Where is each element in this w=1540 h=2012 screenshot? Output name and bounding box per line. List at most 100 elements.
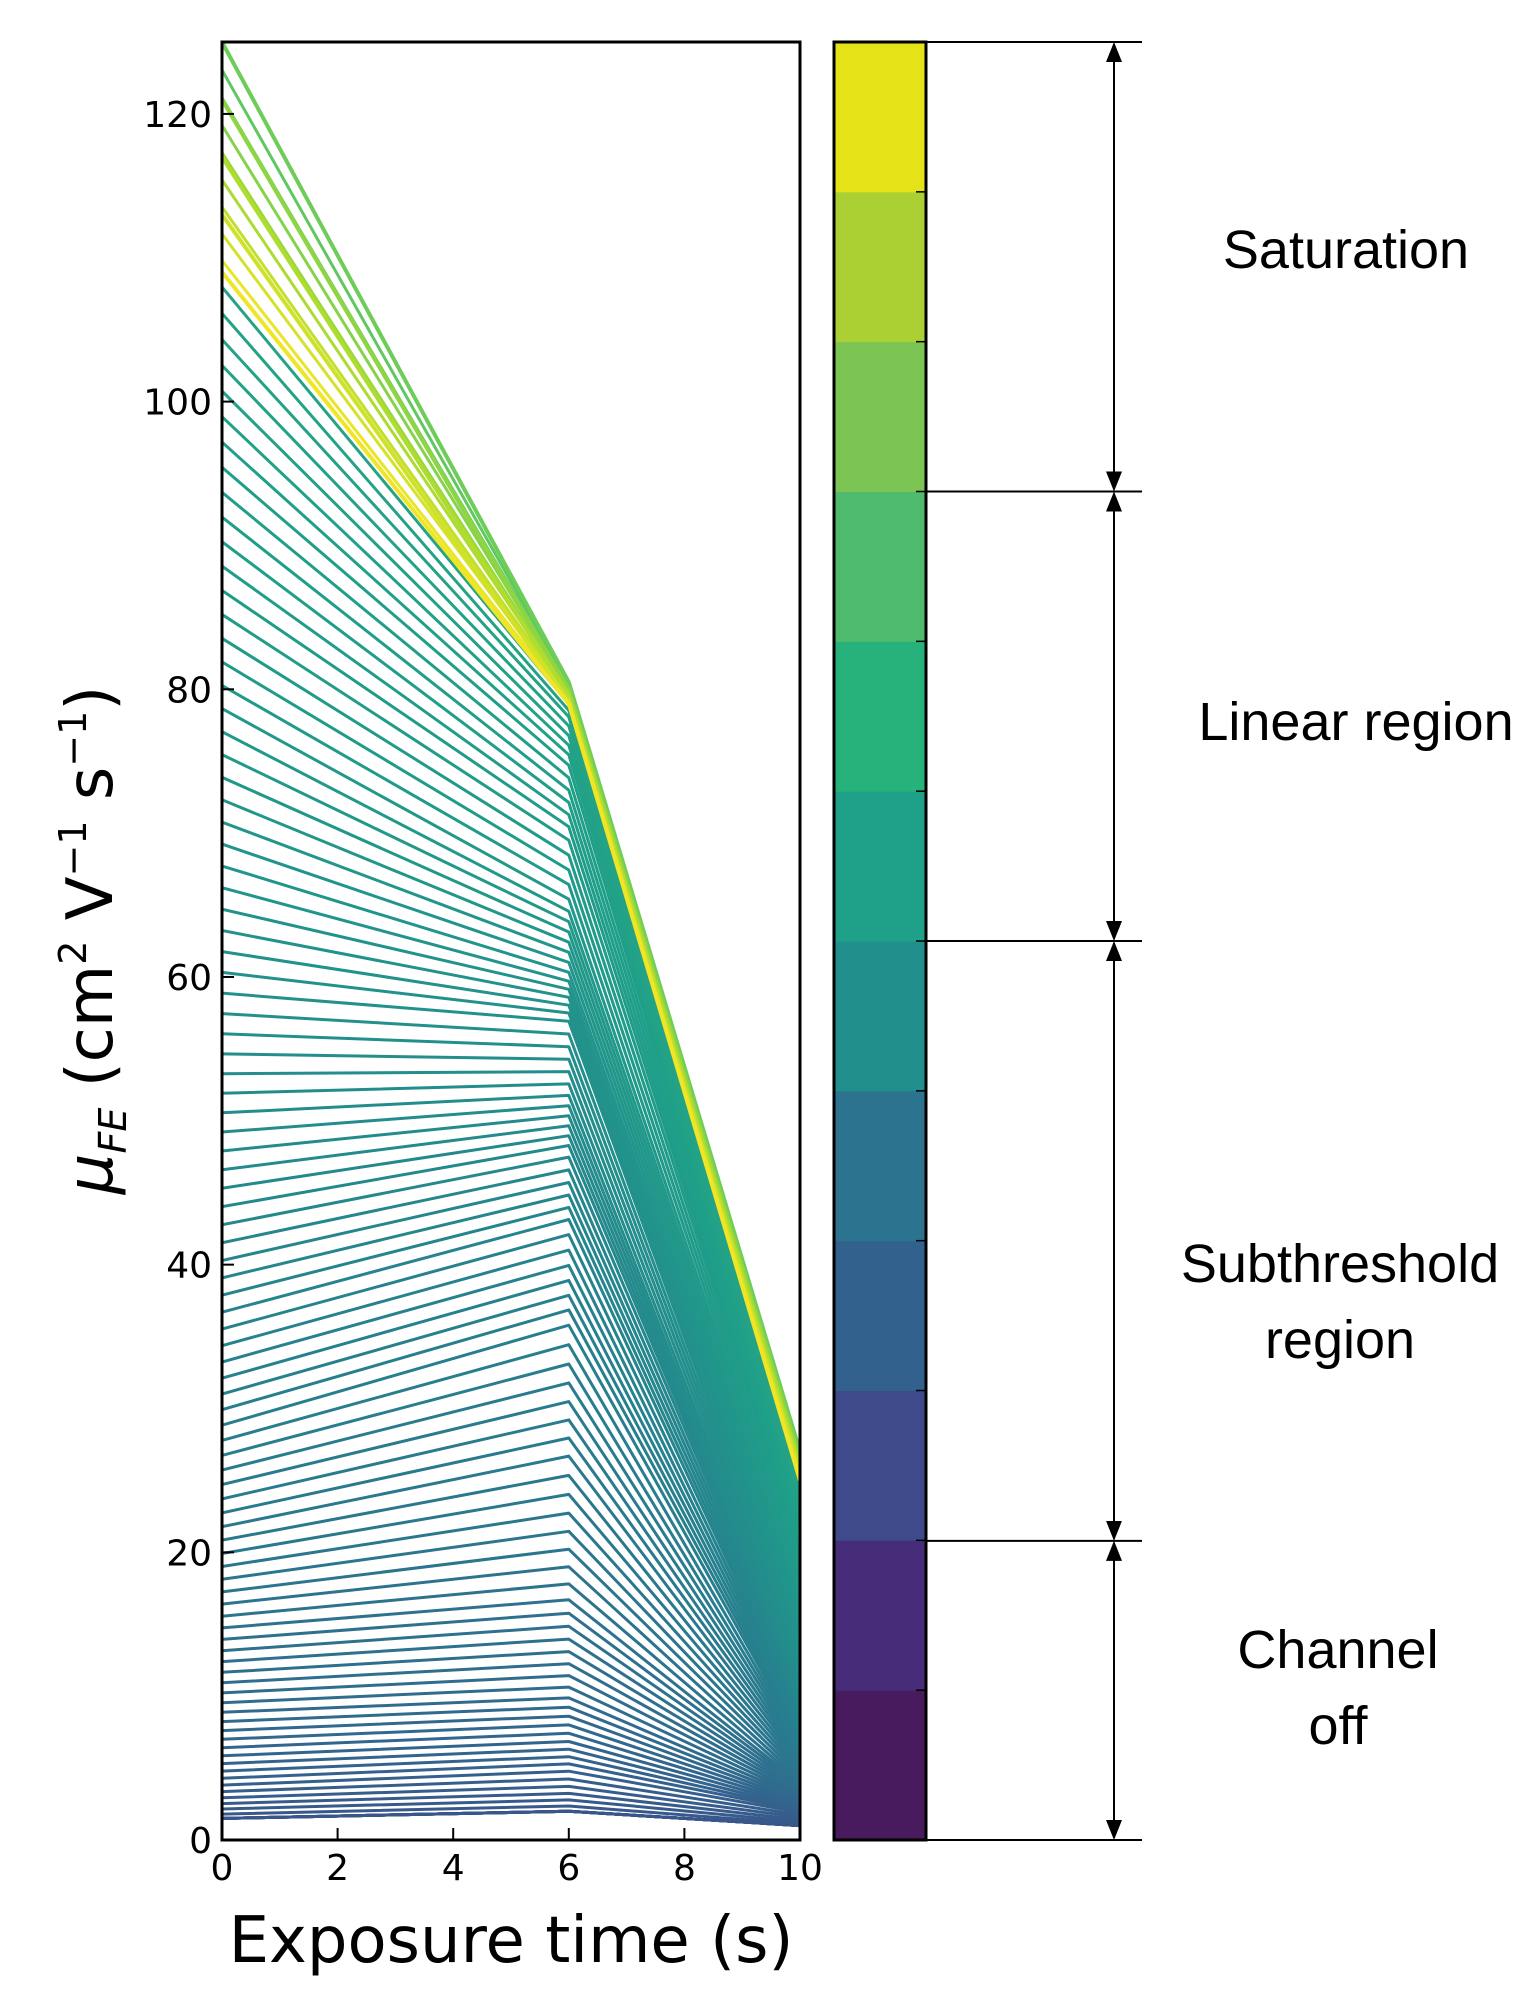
- x-tick-label: 10: [777, 1848, 823, 1889]
- series-line: [222, 637, 800, 1562]
- region-label: Linear region: [1198, 692, 1513, 752]
- y-tick-label: 0: [189, 1821, 212, 1862]
- curve-family: [222, 42, 800, 1828]
- y-axis-unit-2: V: [54, 876, 128, 940]
- series-line: [222, 1418, 800, 1757]
- series-line: [222, 1598, 800, 1785]
- series-line: [222, 1193, 800, 1711]
- x-tick-label: 8: [673, 1848, 696, 1889]
- colorbar-segment: [834, 641, 926, 792]
- y-tick-label: 60: [166, 958, 212, 999]
- y-axis-subscript: FE: [91, 1108, 135, 1154]
- series-line: [222, 730, 800, 1586]
- series-line: [222, 820, 800, 1610]
- series-line: [222, 1052, 800, 1670]
- series-line: [222, 1714, 800, 1803]
- series-line: [222, 660, 800, 1568]
- series-line: [222, 1308, 800, 1738]
- series-line: [222, 440, 800, 1520]
- y-axis-ticks: 0 20 40 60 80 100 120: [143, 95, 234, 1862]
- series-line: [222, 950, 800, 1644]
- series-line: [222, 798, 800, 1604]
- y-axis-unit-sup-1: 2: [51, 941, 95, 965]
- series-line: [222, 753, 800, 1592]
- series-line: [222, 1492, 800, 1769]
- colorbar-segment: [834, 1690, 926, 1841]
- colorbar-segment: [834, 791, 926, 942]
- series-line: [222, 390, 800, 1508]
- series-line: [222, 1798, 800, 1824]
- region-label: Channel: [1237, 1620, 1438, 1680]
- series-line: [222, 415, 800, 1514]
- series-line: [222, 907, 800, 1634]
- region-label: off: [1308, 1696, 1368, 1756]
- series-line: [222, 1012, 800, 1660]
- series-line: [222, 466, 800, 1526]
- series-line: [222, 270, 800, 1481]
- series-line: [222, 842, 800, 1617]
- series-line: [222, 1155, 800, 1699]
- x-tick-label: 0: [211, 1848, 234, 1889]
- x-tick-label: 6: [557, 1848, 580, 1889]
- series-line: [222, 1181, 800, 1707]
- y-axis-symbol: μ: [54, 1154, 128, 1196]
- colorbar-segment: [834, 341, 926, 492]
- series-line: [222, 1611, 800, 1787]
- region-annotations: Saturation Linear region Subthreshold regio…: [926, 41, 1514, 1841]
- colorbar-segment: [834, 1540, 926, 1691]
- series-line: [222, 707, 800, 1580]
- series-line: [222, 1082, 800, 1680]
- series-line: [222, 1784, 800, 1819]
- y-tick-label: 80: [166, 670, 212, 711]
- x-tick-label: 4: [442, 1848, 465, 1889]
- series-line: [222, 1134, 800, 1694]
- series-line: [222, 1662, 800, 1794]
- series-line: [222, 1809, 800, 1828]
- series-line: [222, 1755, 800, 1811]
- series-line: [222, 1093, 800, 1684]
- series-line: [222, 1278, 800, 1732]
- series-line: [222, 1218, 800, 1718]
- series-line: [222, 515, 800, 1536]
- series-line: [222, 564, 800, 1546]
- series-line: [222, 1547, 800, 1777]
- y-tick-label: 40: [166, 1246, 212, 1287]
- series-line: [222, 775, 800, 1598]
- y-axis-unit-1: (cm: [54, 965, 128, 1108]
- colorbar-segment: [834, 191, 926, 343]
- y-axis-title: μFE (cm2 V−1 s−1): [51, 686, 135, 1195]
- y-tick-label: 20: [166, 1533, 212, 1574]
- y-axis-unit-end: ): [54, 686, 128, 711]
- x-axis-ticks: 0 2 4 6 8 10: [211, 1828, 823, 1889]
- series-line: [222, 1740, 800, 1808]
- series-line: [222, 1144, 800, 1696]
- series-line: [222, 1650, 800, 1792]
- series-line: [222, 589, 800, 1551]
- series-line: [222, 1804, 800, 1826]
- series-line: [222, 1791, 800, 1822]
- series-line: [222, 1624, 800, 1789]
- y-axis-unit-sup-3: −1: [51, 711, 95, 767]
- series-line: [222, 1511, 800, 1772]
- series-line: [222, 1032, 800, 1665]
- x-axis-title: Exposure time (s): [229, 1904, 794, 1978]
- y-axis-unit-3: s: [54, 767, 128, 821]
- series-line: [222, 1070, 800, 1675]
- region-label: region: [1265, 1310, 1415, 1370]
- series-line: [222, 1362, 800, 1748]
- series-line: [222, 1248, 800, 1725]
- series-line: [222, 1124, 800, 1691]
- series-line: [222, 1747, 800, 1809]
- series-line: [222, 929, 800, 1639]
- plot-frame: [220, 40, 802, 1842]
- series-line: [222, 1762, 800, 1812]
- series-line: [222, 1114, 800, 1689]
- series-line: [222, 1104, 800, 1686]
- series-line: [222, 1343, 800, 1744]
- series-line: [222, 1565, 800, 1780]
- series-line: [222, 1263, 800, 1728]
- series-line: [222, 364, 800, 1501]
- series-line: [222, 540, 800, 1541]
- y-axis-unit-sup-2: −1: [51, 820, 95, 876]
